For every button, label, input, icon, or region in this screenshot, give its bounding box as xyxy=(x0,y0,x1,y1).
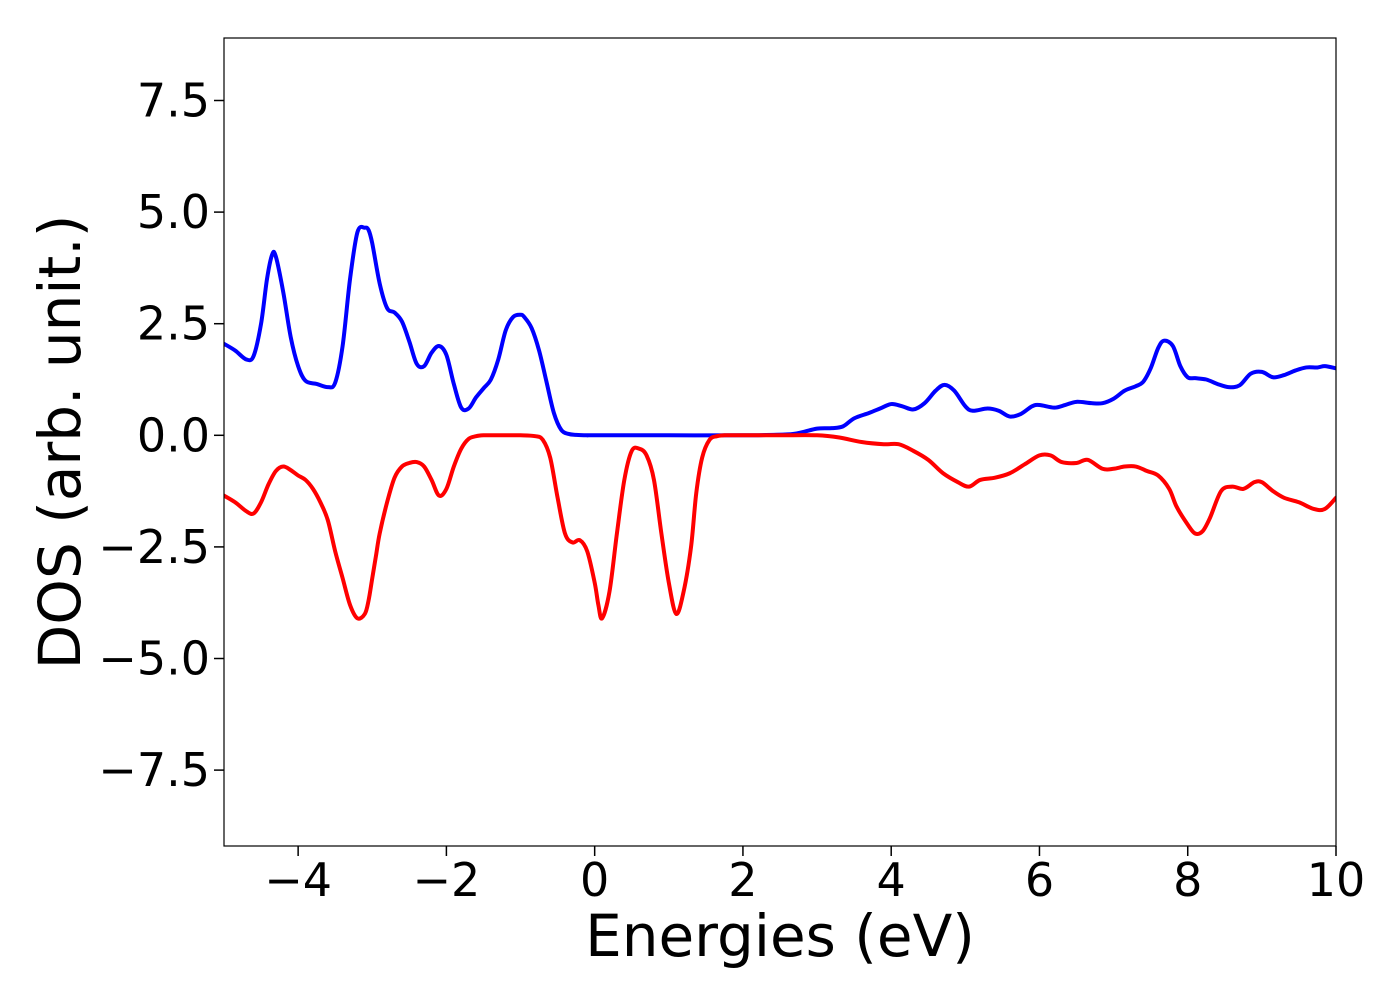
x-tick-label: 2 xyxy=(728,853,757,907)
x-axis: −4 −2 0 2 4 6 8 10 xyxy=(264,846,1365,907)
x-axis-title: Energies (eV) xyxy=(585,902,975,970)
y-tick-label: −7.5 xyxy=(98,743,210,797)
x-tick-label: 0 xyxy=(580,853,609,907)
x-tick-label: 4 xyxy=(877,853,906,907)
y-tick-label: 0.0 xyxy=(137,408,210,462)
x-tick-label: 8 xyxy=(1173,853,1202,907)
y-axis: 7.5 5.0 2.5 0.0 −2.5 −5.0 −7.5 xyxy=(98,73,224,797)
y-tick-label: 2.5 xyxy=(137,297,210,351)
x-tick-label: −4 xyxy=(264,853,332,907)
plot-frame xyxy=(223,37,1337,847)
y-tick-label: −5.0 xyxy=(98,632,210,686)
series-line-2 xyxy=(224,433,1336,621)
y-axis-title: DOS (arb. unit.) xyxy=(26,215,94,670)
x-tick-label: 6 xyxy=(1025,853,1054,907)
y-tick-label: 5.0 xyxy=(137,185,210,239)
y-tick-label: −2.5 xyxy=(98,520,210,574)
x-tick-label: −2 xyxy=(412,853,480,907)
series-layer xyxy=(224,224,1336,621)
y-tick-label: 7.5 xyxy=(137,73,210,127)
x-tick-label: 10 xyxy=(1307,853,1366,907)
